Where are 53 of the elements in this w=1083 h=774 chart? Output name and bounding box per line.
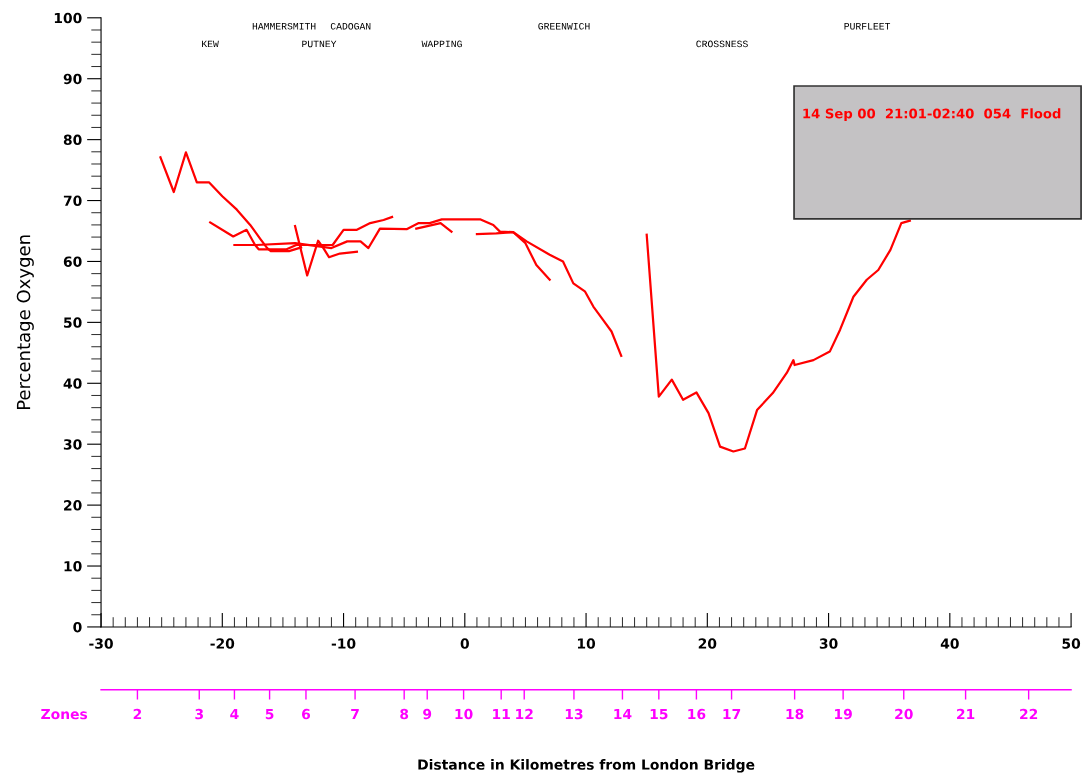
y-tick-label: 40 [63, 378, 82, 389]
x-tick-label: -10 [331, 638, 356, 649]
text: 2 [133, 708, 142, 720]
x-tick-label: 40 [940, 638, 959, 649]
annotation: 14 Sep 00 21:01-02:40 054 Flood [803, 108, 1061, 122]
y-tick-label: 100 [54, 12, 82, 24]
y-tick-label: 70 [63, 195, 82, 207]
y-tick-label: 90 [63, 73, 82, 85]
x-tick-label: 10 [577, 638, 596, 649]
y-tick-label: 10 [64, 560, 82, 572]
text: 5 [265, 708, 274, 720]
x-tick-label: -20 [210, 638, 235, 649]
text: 12 [516, 708, 533, 720]
annotation: CADOGAN [330, 22, 371, 30]
text: 11 [493, 708, 510, 720]
text: 21 [957, 708, 975, 720]
text: 8 [400, 708, 409, 720]
text: 16 [688, 708, 706, 720]
text: 14 [614, 708, 632, 720]
text: 7 [351, 708, 359, 720]
x-tick-label: 30 [819, 638, 838, 649]
text: 15 [650, 708, 668, 720]
x-tick-label: 0 [460, 638, 469, 649]
y-tick-label: 50 [64, 317, 82, 328]
annotation: PURFLEET [844, 23, 891, 30]
y-tick-label: 20 [64, 500, 82, 511]
x-tick-label: 20 [698, 638, 717, 649]
text: Distance in Kilometres from London Bridge [418, 759, 755, 773]
annotation: GREENWICH [538, 22, 590, 30]
text: 9 [423, 708, 432, 720]
text: 19 [835, 708, 852, 720]
text: 17 [723, 708, 741, 720]
text: 10 [455, 708, 473, 720]
x-tick-label: 50 [1062, 638, 1081, 649]
y-tick-label: 60 [63, 256, 82, 267]
x-tick-label: -30 [89, 638, 113, 649]
text: 3 [195, 708, 203, 720]
text: 18 [786, 708, 804, 720]
annotation: KEW [202, 40, 219, 48]
text: 20 [895, 708, 913, 720]
y-tick-label: 30 [63, 439, 82, 450]
text: 22 [1020, 708, 1038, 720]
annotation: WAPPING [421, 40, 462, 48]
annotation: PUTNEY [302, 40, 337, 48]
text: 6 [302, 708, 311, 720]
y-tick-label: 80 [63, 134, 82, 146]
text: 4 [230, 708, 239, 720]
annotation: CROSSNESS [696, 40, 748, 48]
text: 13 [565, 708, 583, 720]
y-tick-label: 0 [73, 621, 82, 633]
annotation: HAMMERSMITH [252, 22, 316, 30]
y-axis-title: Percentage Oxygen [16, 235, 34, 410]
text: Zones [41, 708, 88, 720]
